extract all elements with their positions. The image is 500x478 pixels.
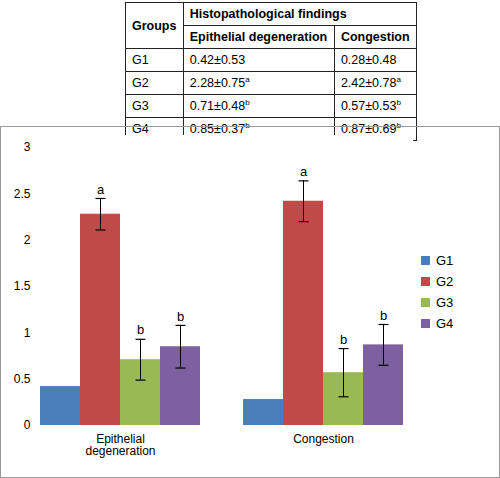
html-text:2.42±0.78a: 2.42±0.78a bbox=[340, 75, 401, 91]
svg-text:0: 0 bbox=[24, 418, 31, 432]
svg-text:Congestion: Congestion bbox=[293, 432, 354, 446]
html-text:0.87±0.69b: 0.87±0.69b bbox=[340, 121, 401, 137]
svg-text:b: b bbox=[340, 332, 347, 347]
html-text:G3: G3 bbox=[436, 295, 454, 310]
svg-text:a: a bbox=[97, 182, 105, 197]
svg-text:0.5: 0.5 bbox=[14, 372, 31, 386]
svg-text:2.5: 2.5 bbox=[14, 187, 31, 201]
html-text:Groups: Groups bbox=[132, 18, 177, 33]
html-text:0.42±0.53: 0.42±0.53 bbox=[189, 53, 246, 67]
svg-text:1.5: 1.5 bbox=[14, 279, 31, 293]
html-text:G4: G4 bbox=[436, 316, 454, 331]
html-text:Epithelial degeneration: Epithelial degeneration bbox=[189, 30, 328, 44]
svg-text:1: 1 bbox=[24, 326, 31, 340]
svg-text:b: b bbox=[380, 308, 387, 323]
html-text:G1: G1 bbox=[132, 53, 149, 67]
html-text:Histopathological findings: Histopathological findings bbox=[189, 7, 347, 21]
html-text:G2: G2 bbox=[436, 274, 454, 289]
svg-text:2: 2 bbox=[24, 233, 31, 247]
html-text:0.28±0.48: 0.28±0.48 bbox=[340, 53, 397, 67]
html-text:0.71±0.48b: 0.71±0.48b bbox=[189, 98, 250, 114]
html-text:0.85±0.37b: 0.85±0.37b bbox=[189, 121, 250, 137]
svg-text:a: a bbox=[300, 164, 308, 179]
svg-text:b: b bbox=[177, 309, 184, 324]
svg-text:Epithelialdegeneration: Epithelialdegeneration bbox=[85, 432, 155, 458]
html-text:G3: G3 bbox=[132, 99, 149, 113]
svg-text:b: b bbox=[137, 322, 144, 337]
html-text:G2: G2 bbox=[132, 76, 149, 90]
html-text:0.57±0.53b: 0.57±0.53b bbox=[340, 98, 401, 114]
html-text:Congestion: Congestion bbox=[340, 30, 410, 44]
html-text:G1: G1 bbox=[436, 253, 454, 268]
svg-text:3: 3 bbox=[24, 140, 31, 154]
html-text:2.28±0.75a: 2.28±0.75a bbox=[189, 75, 250, 91]
html-text:G4: G4 bbox=[132, 122, 149, 136]
